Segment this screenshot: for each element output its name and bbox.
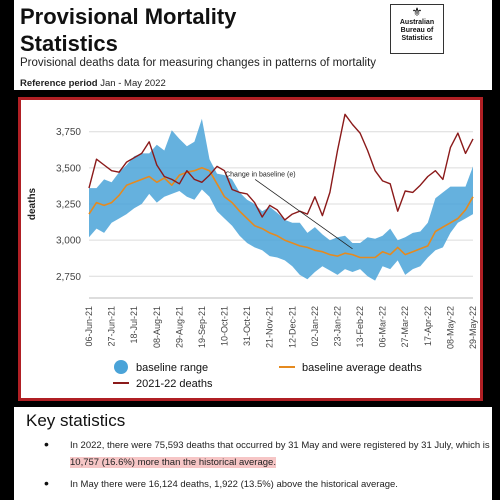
x-tick-label: 27-Mar-22 xyxy=(400,306,410,348)
page-title-line2: Statistics xyxy=(20,31,118,56)
stat-bullet-2: In May there were 16,124 deaths, 1,922 (… xyxy=(70,479,398,490)
legend-marker-baseline-range xyxy=(114,360,128,374)
x-tick-label: 08-May-22 xyxy=(445,306,455,349)
y-tick-label: 3,000 xyxy=(56,236,81,247)
annotation-label: Change in baseline (e) xyxy=(225,172,295,179)
x-tick-label: 31-Oct-21 xyxy=(242,306,252,346)
legend-label-baseline-range: baseline range xyxy=(136,362,208,374)
logo-line1: Australian xyxy=(399,19,435,26)
x-tick-label: 23-Jan-22 xyxy=(333,306,343,347)
reference-period: Reference period Jan - May 2022 xyxy=(20,78,166,89)
x-tick-label: 08-Aug-21 xyxy=(152,306,162,348)
y-tick-label: 2,750 xyxy=(56,272,81,283)
chart-panel: 2,750 3,000 3,250 3,500 3,750 deaths 06-Jun-21… xyxy=(18,97,483,401)
x-tick-label: 21-Nov-21 xyxy=(265,306,275,348)
x-tick-label: 02-Jan-22 xyxy=(310,306,320,347)
x-tick-label: 29-May-22 xyxy=(468,306,478,349)
x-tick-label: 10-Oct-21 xyxy=(220,306,230,346)
y-axis-label: deaths xyxy=(27,187,38,220)
stat-bullet-1-text: In 2022, there were 75,593 deaths that o… xyxy=(70,440,490,451)
baseline-average-line xyxy=(88,167,474,259)
x-tick-label: 27-Jun-21 xyxy=(107,306,117,347)
x-tick-label: 13-Feb-22 xyxy=(355,306,365,348)
mortality-chart: 2,750 3,000 3,250 3,500 3,750 deaths 06-Jun-21… xyxy=(27,113,478,390)
key-statistics-title: Key statistics xyxy=(26,411,126,430)
y-tick-label: 3,500 xyxy=(56,163,81,174)
annotation-leader-line xyxy=(254,179,353,250)
reference-period-label: Reference period xyxy=(20,78,98,89)
coat-of-arms-icon: ⚜ xyxy=(411,5,423,19)
page-title-line1: Provisional Mortality xyxy=(20,4,237,29)
baseline-range-band xyxy=(89,118,473,281)
stat-bullet-1-highlight: 10,757 (16.6%) more than the historical … xyxy=(70,457,276,468)
abs-logo[interactable]: ⚜ Australian Bureau of Statistics xyxy=(390,4,444,54)
x-tick-label: 06-Mar-22 xyxy=(378,306,388,348)
x-tick-label: 19-Sep-21 xyxy=(197,306,207,348)
x-tick-label: 29-Aug-21 xyxy=(174,306,184,348)
x-tick-label: 18-Jul-21 xyxy=(129,306,139,344)
x-tick-label: 06-Jun-21 xyxy=(84,306,94,347)
x-tick-label: 17-Apr-22 xyxy=(423,306,433,346)
page-subtitle: Provisional deaths data for measuring ch… xyxy=(20,57,377,69)
reference-period-value: Jan - May 2022 xyxy=(100,78,166,89)
deaths-2021-22-line xyxy=(88,113,474,221)
legend-label-deaths-2021-22: 2021-22 deaths xyxy=(136,378,213,390)
key-statistics: Key statistics • In 2022, there were 75,… xyxy=(14,407,492,500)
logo-line3: Statistics xyxy=(401,35,433,42)
report-header: Provisional Mortality Statistics Provisi… xyxy=(14,0,492,90)
y-tick-label: 3,750 xyxy=(56,127,81,138)
stat-bullet-1: In 2022, there were 75,593 deaths that o… xyxy=(70,437,490,471)
legend-label-baseline-average: baseline average deaths xyxy=(302,362,422,374)
bullet-marker: • xyxy=(44,475,49,491)
logo-line2: Bureau of xyxy=(400,27,434,34)
bullet-marker: • xyxy=(44,436,49,452)
y-tick-label: 3,250 xyxy=(56,200,81,211)
x-tick-label: 12-Dec-21 xyxy=(287,306,297,348)
